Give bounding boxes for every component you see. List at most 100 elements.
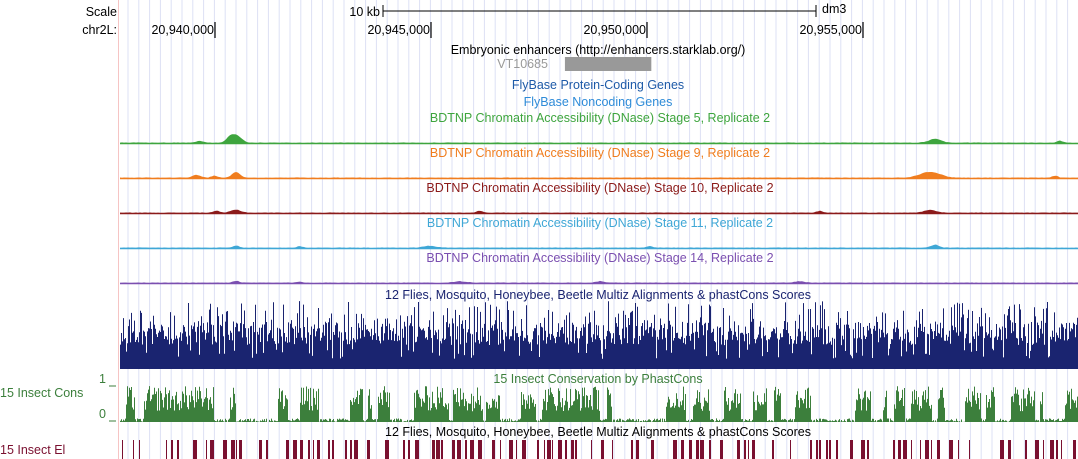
conserved-element — [565, 440, 567, 459]
conserved-element — [547, 440, 551, 459]
conserved-element — [415, 440, 419, 459]
conserved-element — [1008, 440, 1011, 459]
chrom-label: chr2L: — [82, 23, 117, 37]
conserved-element — [893, 440, 895, 459]
conserved-element — [925, 440, 929, 459]
conserved-element — [441, 440, 443, 459]
track-title-multiz[interactable]: 12 Flies, Mosquito, Honeybee, Beetle Mul… — [385, 288, 811, 302]
track-title-dnase-stage11[interactable]: BDTNP Chromatin Accessibility (DNase) St… — [426, 216, 774, 230]
conserved-element — [537, 440, 539, 459]
conserved-element — [266, 440, 268, 459]
dnase-signal-area — [120, 280, 1078, 283]
conserved-element — [516, 440, 517, 459]
conserved-element — [367, 440, 370, 459]
conserved-element — [651, 440, 654, 459]
scalebar-label: 10 kb — [349, 5, 380, 19]
conserved-element — [210, 440, 214, 459]
conserved-element — [937, 440, 940, 459]
conserved-element — [558, 440, 562, 459]
conserved-element — [452, 440, 455, 459]
dnase-signal-track-1 — [120, 134, 1078, 145]
conserved-element — [300, 440, 303, 459]
conserved-element — [385, 440, 389, 459]
track-title-dnase-stage5[interactable]: BDTNP Chromatin Accessibility (DNase) St… — [429, 111, 771, 125]
conserved-element — [345, 440, 347, 459]
conserved-element — [958, 440, 959, 459]
conserved-element — [236, 440, 237, 459]
conserved-element — [1043, 440, 1044, 459]
dnase-signal-track-3 — [120, 209, 1078, 215]
conserved-element — [689, 440, 692, 459]
conserved-element — [1056, 440, 1058, 459]
track-title-dnase-stage10[interactable]: BDTNP Chromatin Accessibility (DNase) St… — [426, 181, 774, 195]
track-title-flybase-coding[interactable]: FlyBase Protein-Coding Genes — [511, 78, 685, 92]
dnase-signal-area — [120, 171, 1078, 178]
conserved-element — [1000, 440, 1004, 459]
conserved-element — [826, 440, 828, 459]
dnase-signal-track-2 — [120, 171, 1078, 180]
track-title-phastcons[interactable]: 15 Insect Conservation by PhastCons — [493, 372, 703, 386]
conserved-element — [223, 440, 227, 459]
multiz-bars — [120, 301, 1078, 369]
conserved-element — [903, 440, 907, 459]
conserved-element — [601, 440, 604, 459]
conserved-element — [752, 440, 755, 459]
conserved-element — [700, 440, 704, 459]
guide-lines — [127, 0, 1069, 459]
conserved-element — [478, 440, 482, 459]
track-title-elements[interactable]: 12 Flies, Mosquito, Honeybee, Beetle Mul… — [385, 425, 811, 439]
side-label-elements[interactable]: 15 Insect El — [0, 443, 66, 457]
conserved-element — [861, 440, 865, 459]
conserved-element — [571, 440, 574, 459]
conserved-element — [867, 440, 869, 459]
track-title-dnase-stage14[interactable]: BDTNP Chromatin Accessibility (DNase) St… — [426, 251, 774, 265]
conserved-element — [850, 440, 853, 459]
conserved-element — [816, 440, 818, 459]
conserved-element — [931, 440, 932, 459]
conserved-element — [193, 440, 197, 459]
side-label-phastcons[interactable]: 15 Insect Cons — [0, 386, 84, 400]
track-title-dnase-stage9[interactable]: BDTNP Chromatin Accessibility (DNase) St… — [429, 146, 771, 160]
track-title-enhancers[interactable]: Embryonic enhancers (http://enhancers.st… — [450, 43, 746, 57]
conserved-element — [171, 440, 173, 459]
track-title-flybase-noncoding[interactable]: FlyBase Noncoding Genes — [523, 95, 673, 109]
conserved-element — [122, 440, 123, 459]
conserved-element — [911, 440, 912, 459]
conserved-element — [408, 440, 410, 459]
conserved-element — [1035, 440, 1039, 459]
conserved-element — [1073, 440, 1076, 459]
conserved-element — [313, 440, 314, 459]
conserved-element — [465, 440, 467, 459]
conserved-element — [332, 440, 334, 459]
conserved-element — [772, 440, 774, 459]
conserved-element — [748, 440, 749, 459]
conserved-element — [681, 440, 684, 459]
dnase-signal-area — [120, 134, 1078, 143]
conserved-element — [432, 440, 435, 459]
conserved-element — [591, 440, 592, 459]
conserved-element — [139, 440, 140, 459]
conserved-element — [920, 440, 921, 459]
conserved-element — [949, 440, 953, 459]
conserved-element — [836, 440, 838, 459]
dnase-signal-area — [120, 209, 1078, 213]
scale-label: Scale — [85, 5, 117, 19]
conserved-elements — [122, 440, 1076, 459]
conserved-element — [492, 440, 495, 459]
conserved-element — [631, 440, 633, 459]
conserved-element — [403, 440, 405, 459]
enhancer-feature-label[interactable]: VT10685 — [497, 57, 548, 71]
phastcons-bars — [120, 386, 1078, 422]
conserved-element — [317, 440, 320, 459]
conserved-element — [575, 440, 577, 459]
conserved-element — [509, 440, 513, 459]
conserved-element — [350, 440, 352, 459]
conserved-element — [457, 440, 461, 459]
ruler-position-3: 20,950,000 — [583, 23, 646, 37]
scale-bar — [382, 5, 817, 17]
conserved-element — [354, 440, 358, 459]
enhancer-feature-VT10685 — [564, 57, 652, 71]
conserved-element — [1025, 440, 1027, 459]
